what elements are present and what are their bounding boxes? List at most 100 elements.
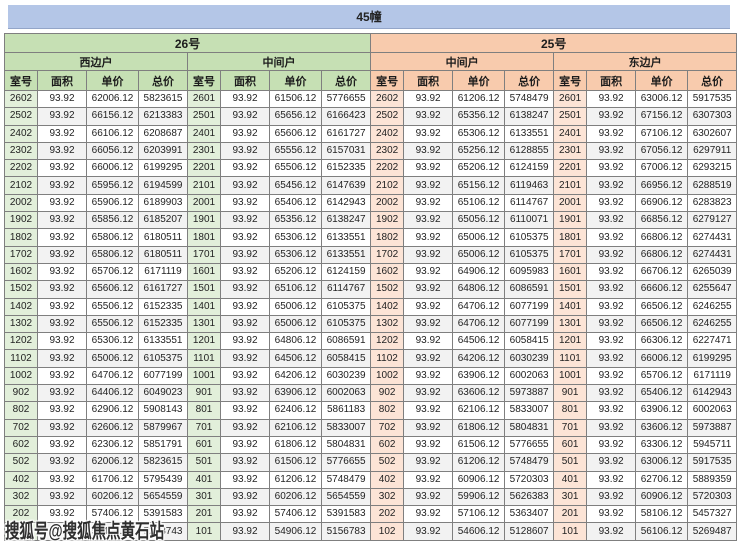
value-cell: 67006.12 <box>635 159 689 178</box>
value-cell: 62106.12 <box>452 401 506 420</box>
col-totalprice: 总价 <box>687 70 738 91</box>
value-cell: 65206.12 <box>269 262 322 282</box>
value-cell: 54906.12 <box>269 522 322 541</box>
value-cell: 62906.12 <box>86 401 139 420</box>
value-cell: 93.92 <box>403 262 454 282</box>
value-cell: 93.92 <box>586 401 637 420</box>
room-number-cell: 2201 <box>187 159 221 178</box>
room-number-cell: 2202 <box>370 159 405 178</box>
value-cell: 5626383 <box>504 487 555 507</box>
value-cell: 66156.12 <box>86 107 139 126</box>
value-cell: 5720303 <box>504 470 555 489</box>
room-number-cell: 1302 <box>370 314 405 334</box>
value-cell: 6171119 <box>138 262 188 282</box>
col-totalprice: 总价 <box>138 70 188 91</box>
value-cell: 62606.12 <box>86 418 139 437</box>
col-unitprice: 单价 <box>269 70 322 91</box>
value-cell: 5861183 <box>320 401 372 420</box>
value-cell: 93.92 <box>37 89 87 109</box>
room-number-cell: 201 <box>553 505 588 524</box>
value-cell: 6002063 <box>320 384 372 403</box>
value-cell: 93.92 <box>403 141 454 161</box>
building-title-bar: 45幢 <box>8 5 730 29</box>
value-cell: 66806.12 <box>635 245 689 264</box>
value-cell: 67056.12 <box>635 141 689 161</box>
room-number-cell: 2301 <box>187 141 221 161</box>
room-number-cell: 2401 <box>187 124 221 143</box>
col-room: 室号 <box>370 70 405 91</box>
room-number-cell: 101 <box>553 522 588 541</box>
table-row: 2502 93.92 66156.12 6213383 2501 93.92 65656.1… <box>4 107 738 126</box>
value-cell: 93.92 <box>403 522 454 541</box>
room-number-cell: 2001 <box>187 193 221 213</box>
table-row: 2602 93.92 62006.12 5823615 2601 93.92 61506.1… <box>4 89 738 109</box>
room-number-cell: 1501 <box>553 280 588 299</box>
value-cell: 93.92 <box>37 435 87 455</box>
value-cell: 6002063 <box>687 401 738 420</box>
value-cell: 6246255 <box>687 297 738 316</box>
value-cell: 6185207 <box>138 211 188 230</box>
value-cell: 6095983 <box>504 262 555 282</box>
value-cell: 6302607 <box>687 124 738 143</box>
unit-header-row: 西边户 中间户 中间户 东边户 <box>4 52 738 71</box>
room-number-cell: 2101 <box>553 176 588 195</box>
value-cell: 93.92 <box>403 401 454 420</box>
value-cell: 65006.12 <box>86 349 139 368</box>
value-cell: 64706.12 <box>452 297 506 316</box>
value-cell: 57106.12 <box>452 505 506 524</box>
value-cell: 93.92 <box>403 487 454 507</box>
value-cell: 65106.12 <box>452 193 506 213</box>
value-cell: 61806.12 <box>452 418 506 437</box>
value-cell: 6307303 <box>687 107 738 126</box>
value-cell: 93.92 <box>37 297 87 316</box>
value-cell: 65106.12 <box>269 280 322 299</box>
value-cell: 6105375 <box>504 245 555 264</box>
value-cell: 93.92 <box>220 418 270 437</box>
room-number-cell: 1901 <box>553 211 588 230</box>
value-cell: 6152335 <box>138 297 188 316</box>
room-number-cell: 2501 <box>553 107 588 126</box>
room-number-cell: 702 <box>370 418 405 437</box>
room-number-cell: 601 <box>553 435 588 455</box>
price-sheet: 26号 25号 西边户 中间户 中间户 东边户 室号 面积 单价 总价 室号 面… <box>3 33 738 541</box>
value-cell: 93.92 <box>220 332 270 351</box>
value-cell: 93.92 <box>220 245 270 264</box>
room-number-cell: 2602 <box>4 89 38 109</box>
value-cell: 93.92 <box>403 470 454 489</box>
room-number-cell: 1401 <box>187 297 221 316</box>
value-cell: 93.92 <box>586 470 637 489</box>
value-cell: 5156783 <box>320 522 372 541</box>
value-cell: 93.92 <box>220 401 270 420</box>
value-cell: 63306.12 <box>635 435 689 455</box>
table-row: 2202 93.92 66006.12 6199295 2201 93.92 65506.1… <box>4 159 738 178</box>
value-cell: 5973887 <box>504 384 555 403</box>
room-number-cell: 502 <box>4 453 38 472</box>
room-number-cell: 1202 <box>4 332 38 351</box>
room-number-cell: 1702 <box>370 245 405 264</box>
value-cell: 6297911 <box>687 141 738 161</box>
building-header-row: 26号 25号 <box>3 33 738 53</box>
value-cell: 93.92 <box>220 176 270 195</box>
value-cell: 6142943 <box>320 193 372 213</box>
value-cell: 5917535 <box>687 453 738 472</box>
room-number-cell: 1101 <box>187 349 221 368</box>
room-number-cell: 1502 <box>370 280 405 299</box>
value-cell: 93.92 <box>220 89 270 109</box>
room-number-cell: 201 <box>187 505 221 524</box>
value-cell: 93.92 <box>586 280 637 299</box>
value-cell: 58106.12 <box>635 505 689 524</box>
value-cell: 93.92 <box>220 435 270 455</box>
value-cell: 93.92 <box>586 332 637 351</box>
value-cell: 55406.12 <box>86 522 139 541</box>
value-cell: 93.92 <box>37 418 87 437</box>
value-cell: 61206.12 <box>452 453 506 472</box>
value-cell: 61506.12 <box>269 89 322 109</box>
value-cell: 63906.12 <box>635 401 689 420</box>
value-cell: 6161727 <box>138 280 188 299</box>
value-cell: 5269487 <box>687 522 738 541</box>
value-cell: 62106.12 <box>269 418 322 437</box>
value-cell: 6189903 <box>138 193 188 213</box>
value-cell: 93.92 <box>220 470 270 489</box>
value-cell: 6161727 <box>320 124 372 143</box>
value-cell: 93.92 <box>403 332 454 351</box>
